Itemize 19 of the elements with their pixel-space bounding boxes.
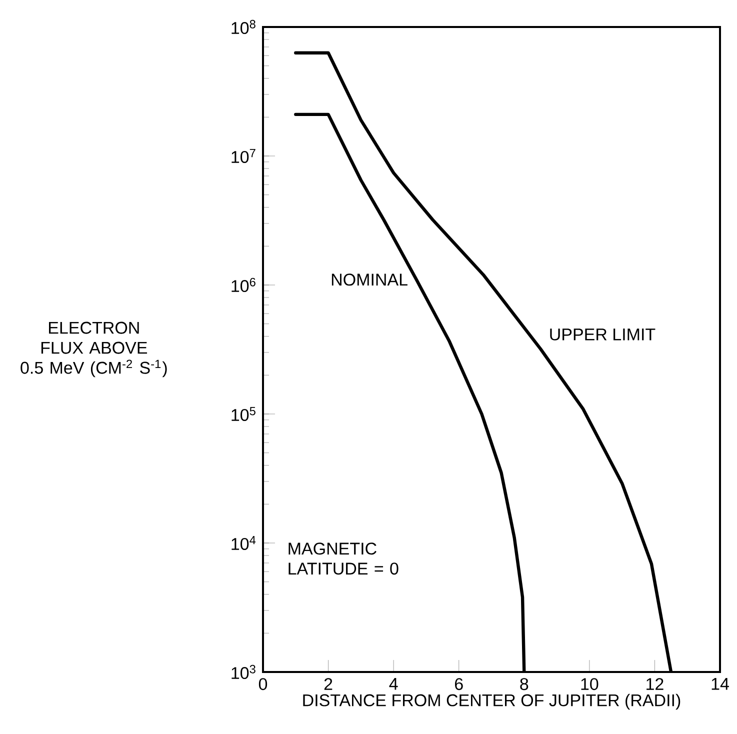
x-axis-title: DISTANCE FROM CENTER OF JUPITER (RADII) — [303, 694, 680, 710]
x-tick-label: 4 — [389, 678, 398, 690]
annotation: MAGNETIC LATITUDE = 0 — [288, 542, 398, 575]
y-tick-label: 10$^{3}$ — [232, 664, 256, 680]
y-tick-label: 10$^{5}$ — [232, 406, 256, 421]
x-tick-label: 14 — [712, 678, 729, 690]
x-tick-label: 8 — [520, 678, 528, 690]
y-axis-title: ELECTRON FLUX ABOVE 0.5 MeV (CM$^{-2}$ S$^{-1}$) — [20, 322, 167, 378]
x-tick-label: 10 — [581, 678, 598, 690]
y-tick-label: 10$^{8}$ — [232, 20, 256, 34]
y-tick-label: 10$^{4}$ — [232, 536, 256, 550]
series-label: UPPER LIMIT — [550, 328, 656, 340]
x-tick-label: 0 — [258, 678, 268, 690]
x-tick-label: 12 — [646, 678, 664, 690]
y-tick-label: 10$^{7}$ — [232, 148, 256, 163]
series-label: NOMINAL — [332, 274, 408, 286]
x-tick-label: 2 — [324, 678, 332, 690]
x-tick-label: 6 — [455, 678, 463, 690]
y-tick-label: 10$^{6}$ — [232, 278, 256, 292]
